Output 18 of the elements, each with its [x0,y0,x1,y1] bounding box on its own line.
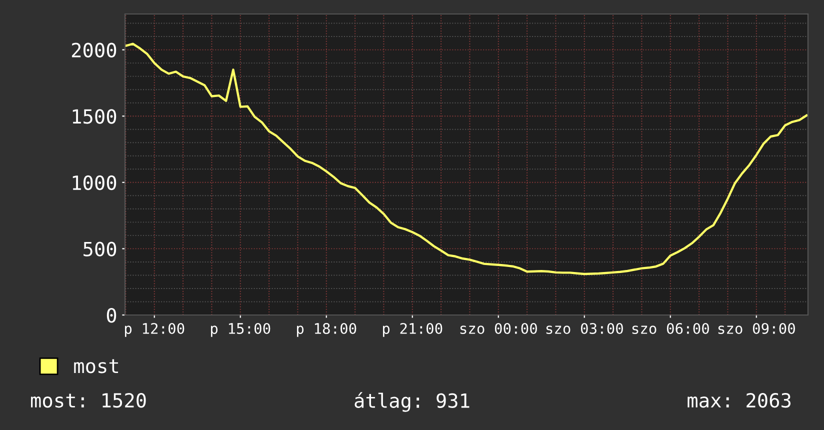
x-tick-label: szo 06:00 [632,322,709,334]
legend-label: most [74,359,118,374]
text: átlag: 931 [354,392,470,412]
text: max: 2063 [688,392,791,408]
x-tick-label: p 21:00 [383,322,442,337]
y-tick-label: 1500 [72,109,116,124]
x-tick-label: p 15:00 [211,322,270,337]
y-tick-label: 1000 [72,175,116,190]
x-tick-label: szo 03:00 [546,322,623,334]
x-tick-label: szo 00:00 [460,322,537,334]
line-series [125,42,808,276]
x-tick-label: p 12:00 [125,322,184,337]
x-tick-label: p 18:00 [297,322,356,337]
y-tick-label: 0 [106,308,116,323]
text: most: 1520 [31,392,146,408]
y-tick-label: 500 [84,242,116,256]
y-tick-label: 2000 [72,42,116,58]
x-tick-label: szo 09:00 [718,322,795,334]
